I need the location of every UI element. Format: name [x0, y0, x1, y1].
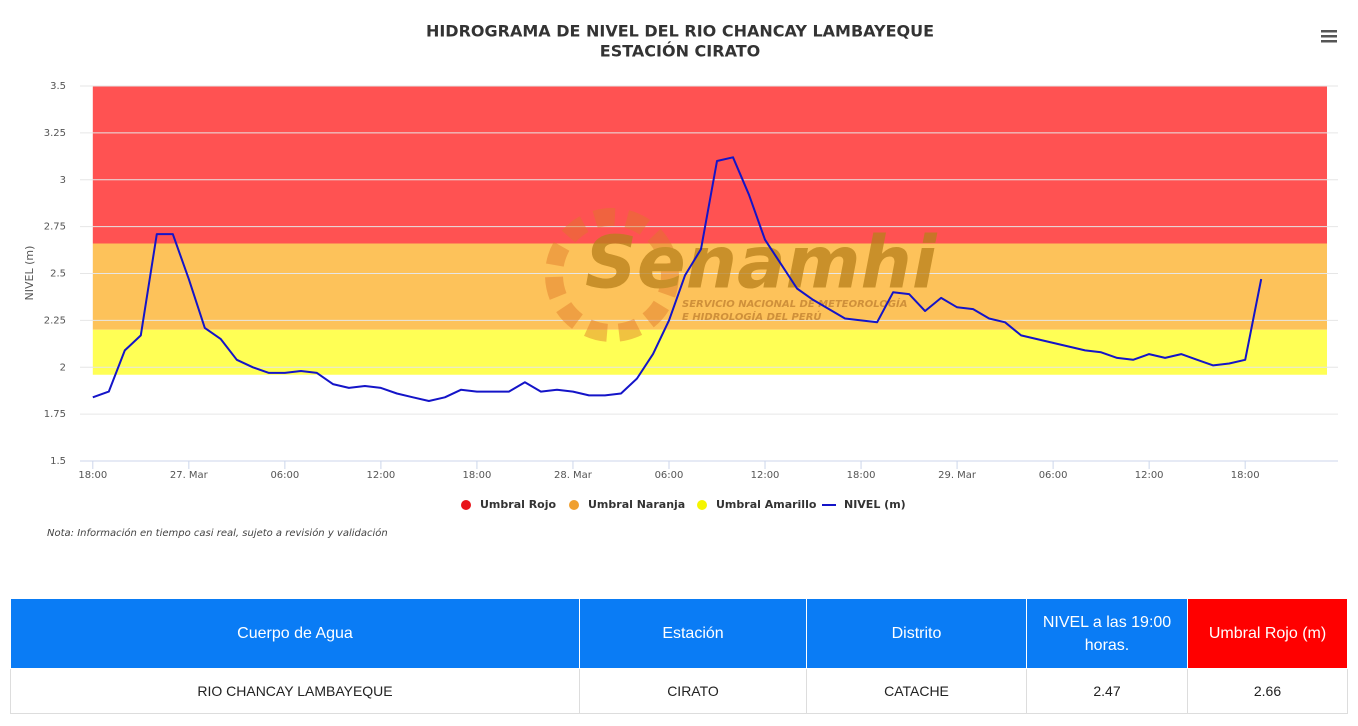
y-tick-label: 3.25: [44, 128, 66, 139]
threshold-band: [92, 329, 1327, 375]
legend-symbol: [461, 500, 471, 510]
legend-label: NIVEL (m): [844, 498, 906, 511]
header-cell: NIVEL a las 19:00 horas.: [1026, 598, 1188, 669]
header-cell: Cuerpo de Agua: [10, 598, 580, 669]
table-row: RIO CHANCAY LAMBAYEQUE CIRATO CATACHE 2.…: [10, 668, 1348, 714]
x-tick-label: 29. Mar: [938, 470, 977, 481]
x-tick-label: 12:00: [366, 470, 395, 481]
y-tick-label: 2: [60, 362, 66, 373]
x-tick-label: 18:00: [463, 470, 492, 481]
chart-title: HIDROGRAMA DE NIVEL DEL RIO CHANCAY LAMB…: [426, 22, 934, 41]
chart: HIDROGRAMA DE NIVEL DEL RIO CHANCAY LAMB…: [23, 22, 1338, 539]
watermark-name: Senamhi: [585, 221, 938, 305]
legend-symbol: [697, 500, 707, 510]
watermark: Senamhi SERVICIO NACIONAL DE METEOROLOGÍ…: [545, 208, 938, 342]
chart-subtitle: ESTACIÓN CIRATO: [600, 42, 760, 61]
y-axis-label: NIVEL (m): [23, 246, 36, 301]
watermark-line: SERVICIO NACIONAL DE METEOROLOGÍA: [682, 297, 908, 310]
x-tick-label: 27. Mar: [170, 470, 209, 481]
threshold-band: [92, 243, 1327, 330]
y-tick-label: 1.5: [50, 456, 66, 467]
header-cell: Umbral Rojo (m): [1187, 598, 1348, 669]
y-tick-label: 1.75: [44, 409, 66, 420]
y-tick-label: 3.5: [50, 81, 66, 92]
y-tick-label: 3: [60, 175, 66, 186]
menu-bar: [1321, 35, 1337, 38]
y-tick-label: 2.5: [50, 269, 66, 280]
watermark-line: E HIDROLOGÍA DEL PERÚ: [682, 310, 822, 323]
data-table: Cuerpo de Agua Estación Distrito NIVEL a…: [10, 598, 1348, 714]
legend-label: Umbral Rojo: [480, 498, 557, 511]
cell: CIRATO: [579, 668, 807, 714]
menu-bar: [1321, 40, 1337, 43]
note: Nota: Información en tiempo casi real, s…: [47, 527, 388, 539]
cell: CATACHE: [806, 668, 1027, 714]
menu-button[interactable]: [1321, 30, 1337, 43]
legend-label: Umbral Naranja: [588, 498, 685, 511]
watermark-sun: [545, 208, 679, 342]
x-tick-label: 12:00: [751, 470, 780, 481]
legend-label: Umbral Amarillo: [716, 498, 817, 511]
x-tick-label: 06:00: [270, 470, 299, 481]
level-line: [92, 156, 1263, 402]
threshold-band: [92, 86, 1327, 244]
y-tick-label: 2.75: [44, 222, 66, 233]
table-header: Cuerpo de Agua Estación Distrito NIVEL a…: [10, 598, 1348, 669]
x-tick-label: 18:00: [1231, 470, 1260, 481]
header-cell: Estación: [579, 598, 807, 669]
x-tick-label: 12:00: [1135, 470, 1164, 481]
y-tick-label: 2.25: [44, 315, 66, 326]
cell: 2.66: [1187, 668, 1348, 714]
menu-bar: [1321, 30, 1337, 33]
x-tick-label: 06:00: [655, 470, 684, 481]
cell: RIO CHANCAY LAMBAYEQUE: [10, 668, 580, 714]
header-cell: Distrito: [806, 598, 1027, 669]
x-tick-label: 28. Mar: [554, 470, 593, 481]
x-tick-label: 06:00: [1039, 470, 1068, 481]
x-tick-label: 18:00: [847, 470, 876, 481]
x-tick-label: 18:00: [78, 470, 107, 481]
legend-symbol: [569, 500, 579, 510]
cell: 2.47: [1026, 668, 1188, 714]
